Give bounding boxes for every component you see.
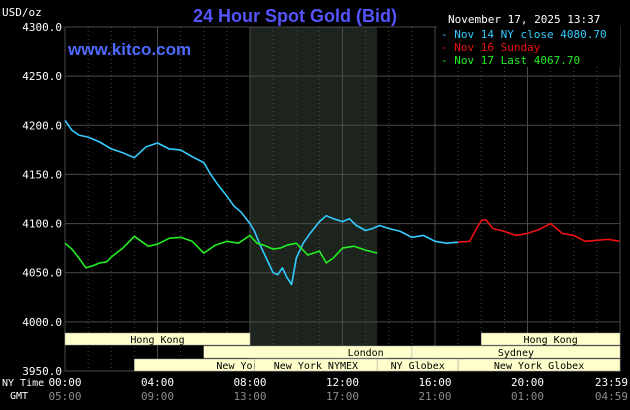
legend-entry: - Nov 14 NY close 4080.70 bbox=[441, 28, 607, 41]
ny-tick-label: 20:00 bbox=[511, 376, 544, 389]
chart-title: 24 Hour Spot Gold (Bid) bbox=[193, 6, 397, 26]
gmt-tick-label: 13:00 bbox=[233, 390, 266, 403]
ny-tick-label: 23:59 bbox=[595, 376, 628, 389]
session-band bbox=[457, 358, 621, 372]
legend: - Nov 14 NY close 4080.70- Nov 16 Sunday… bbox=[437, 26, 620, 67]
session-band bbox=[411, 345, 621, 359]
gmt-tick-label: 21:00 bbox=[418, 390, 451, 403]
gmt-tick-label: 05:00 bbox=[48, 390, 81, 403]
ny-time-label: NY Time bbox=[2, 378, 44, 389]
session-band-label: Hong Kong bbox=[130, 335, 184, 346]
session-band-label: Sydney bbox=[498, 348, 534, 359]
session-band-label: London bbox=[348, 348, 384, 359]
gmt-tick-label: 01:00 bbox=[511, 390, 544, 403]
legend-box bbox=[437, 26, 620, 67]
y-tick-label: 3950.0 bbox=[22, 365, 62, 378]
price-series bbox=[64, 119, 620, 286]
nymex-session-shade bbox=[250, 27, 378, 371]
legend-entry: - Nov 16 Sunday bbox=[441, 41, 541, 54]
ny-tick-label: 04:00 bbox=[141, 376, 174, 389]
session-bands: Hong Kong London New York Globex New York N… bbox=[64, 332, 621, 372]
series-line bbox=[64, 119, 459, 286]
y-tick-label: 4300.0 bbox=[22, 21, 62, 34]
y-tick-label: 4150.0 bbox=[22, 168, 62, 181]
series-line bbox=[458, 218, 620, 243]
session-band-label: NY Globex bbox=[391, 361, 445, 372]
ny-tick-label: 12:00 bbox=[326, 376, 359, 389]
gmt-tick-label: 09:00 bbox=[141, 390, 174, 403]
y-axis-labels: 3950.0 4000.0 4050.0 4100.0 4150.0 4200.0 4250… bbox=[22, 21, 62, 378]
shade-rect bbox=[250, 27, 378, 371]
session-band-label: New York Globex bbox=[494, 361, 584, 372]
site-watermark: www.kitco.com bbox=[67, 40, 191, 59]
ny-tick-label: 00:00 bbox=[48, 376, 81, 389]
gmt-label: GMT bbox=[10, 391, 28, 402]
gmt-tick-label: 17:00 bbox=[326, 390, 359, 403]
y-tick-label: 4000.0 bbox=[22, 316, 62, 329]
series-line bbox=[64, 234, 378, 269]
session-band bbox=[481, 332, 621, 346]
y-tick-label: 4050.0 bbox=[22, 267, 62, 280]
y-tick-label: 4100.0 bbox=[22, 218, 62, 231]
gmt-tick-label: 04:59 bbox=[595, 390, 628, 403]
timestamp: November 17, 2025 13:37 bbox=[448, 13, 600, 26]
ny-tick-label: 16:00 bbox=[418, 376, 451, 389]
session-band-label: New York NYMEX bbox=[274, 361, 358, 372]
y-tick-label: 4200.0 bbox=[22, 119, 62, 132]
ny-tick-label: 08:00 bbox=[233, 376, 266, 389]
legend-entry: - Nov 17 Last 4067.70 bbox=[441, 54, 580, 67]
unit-label: USD/oz bbox=[2, 6, 42, 19]
session-band bbox=[64, 332, 251, 346]
session-band-label: Hong Kong bbox=[524, 335, 578, 346]
y-tick-label: 4250.0 bbox=[22, 70, 62, 83]
